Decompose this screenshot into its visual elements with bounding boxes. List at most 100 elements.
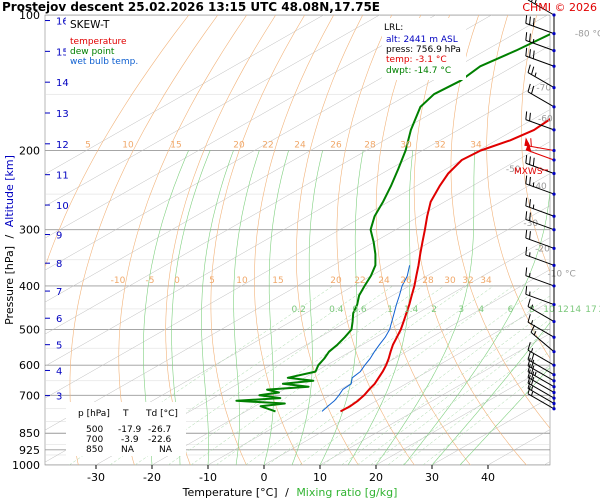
altitude-tick-label: 7	[56, 287, 62, 298]
dry-adiabat-line	[210, 15, 305, 465]
isotherm-label: -70	[536, 84, 551, 94]
isotherm-line	[207, 269, 550, 465]
mixing-ratio-line	[245, 285, 494, 465]
moist-adiabat-line	[319, 150, 364, 465]
x-axis-label-temperature: Temperature [°C]	[182, 486, 278, 499]
wind-barb	[525, 197, 556, 218]
wind-barb-shaft	[527, 306, 555, 322]
wind-barb-dot	[552, 228, 556, 232]
wind-barb-half-flag	[531, 304, 534, 309]
wind-barb-dot	[552, 49, 556, 53]
isotherm-label: -10 °C	[547, 269, 575, 279]
moist-adiabat-line	[201, 150, 234, 465]
lrl-pressure: press: 756.9 hPa	[386, 45, 461, 55]
legend-dew-point: dew point	[70, 47, 115, 57]
wind-barb-dot	[552, 379, 556, 383]
isotherm-line	[45, 15, 492, 271]
table-cell: NA	[121, 445, 135, 455]
wind-barb	[527, 314, 556, 339]
lrl-altitude: alt: 2441 m ASL	[386, 35, 458, 45]
dry-adiabat-line	[375, 15, 471, 465]
wind-barb-flag	[525, 197, 528, 207]
isotherm-line	[45, 15, 436, 239]
altitude-tick-label: 16	[56, 17, 69, 28]
isotherm-line	[95, 205, 550, 465]
wind-barb-shaft	[525, 293, 555, 306]
altitude-tick-label: 9	[56, 231, 62, 242]
isotherm-label: -60	[538, 115, 553, 125]
mixing-ratio-label: 3	[458, 305, 464, 315]
mixing-ratio-label: 1.4	[404, 305, 419, 315]
wind-barb-shaft	[525, 183, 555, 195]
chart-title: Prostejov descent 25.02.2026 13:15 UTC 4…	[2, 0, 380, 14]
wind-barb-shaft	[525, 55, 555, 67]
mxws-label: MXWS	[514, 167, 543, 177]
moist-adiabat-line	[431, 322, 550, 465]
dry-adiabat-line	[254, 15, 334, 465]
mixing-ratio-label: 17	[585, 305, 596, 315]
wind-barb-flag	[531, 371, 535, 380]
wind-barb-shaft	[527, 349, 555, 366]
wind-barb-flag	[525, 175, 528, 184]
moist-adiabat-line	[403, 187, 550, 465]
y-axis-label-pressure: Pressure [hPa]	[3, 246, 16, 325]
altitude-tick-label: 14	[56, 78, 69, 89]
wind-barb-dot	[552, 390, 556, 395]
wind-barb-flag	[532, 17, 535, 27]
x-tick-label: -20	[143, 471, 161, 484]
table-cell: -26.7	[148, 425, 171, 435]
pressure-tick-label: 200	[19, 144, 40, 157]
adiabat-label: 22	[354, 276, 365, 286]
adiabat-label: 5	[85, 140, 91, 150]
wind-barb-flag	[531, 353, 535, 362]
plot-area	[44, 14, 551, 466]
pressure-tick-label: 100	[19, 9, 40, 22]
mixing-ratio-label: 8	[529, 305, 535, 315]
wind-barb-shaft	[527, 321, 555, 338]
wind-barb-dot	[552, 13, 556, 17]
wind-barb	[525, 175, 556, 196]
wind-barb	[525, 32, 556, 53]
wind-barb-flag	[525, 246, 528, 256]
wind-barb-half-flag	[534, 371, 537, 376]
moist-adiabat-line	[459, 367, 550, 465]
isotherm-label: -80 °C	[575, 30, 600, 40]
wind-barb-half-flag	[531, 348, 534, 353]
moist-adiabat-line	[263, 150, 289, 465]
wind-barb-flag	[529, 212, 531, 221]
isotherm-label: -30	[523, 219, 538, 229]
wind-barb-shaft	[527, 377, 555, 393]
mixing-ratio-line	[370, 328, 550, 465]
wind-barb-flag	[527, 298, 531, 307]
table-cell: -22.6	[148, 435, 172, 445]
wind-barb-pennant	[525, 142, 532, 152]
wind-barb-dot	[552, 363, 556, 367]
wind-barb-dot	[552, 128, 556, 132]
altitude-tick-label: 6	[56, 314, 62, 325]
wind-barb-flag	[525, 32, 528, 41]
wind-barb-shaft	[525, 237, 555, 249]
mixing-ratio-line	[190, 285, 445, 465]
wind-barb-shaft	[527, 382, 555, 399]
wind-barb-dot	[552, 401, 556, 406]
wind-barb-half-flag	[531, 386, 534, 391]
wind-barb-flag	[529, 112, 531, 122]
wind-barb-dot	[552, 350, 556, 354]
wind-barb	[525, 111, 556, 132]
adiabat-label: 32	[434, 140, 445, 150]
mixing-ratio-label: 4	[478, 305, 484, 315]
mxws-marker: MXWS	[514, 167, 548, 177]
wind-barb-dot	[552, 263, 556, 267]
wind-barb-flag	[525, 267, 528, 276]
pressure-tick-label: 850	[19, 427, 40, 440]
isotherm-line	[45, 15, 380, 207]
wind-barb-flag	[529, 231, 531, 240]
wind-barb	[527, 369, 556, 395]
wind-barb-flag	[527, 83, 531, 92]
altitude-tick-label: 8	[56, 259, 62, 270]
wind-barb-dot	[552, 214, 556, 218]
wind-barb-dot	[552, 171, 556, 176]
wind-barb-flag	[529, 176, 531, 186]
series-wet-bulb-temp-	[321, 265, 411, 412]
adiabat-label: 10	[122, 140, 134, 150]
